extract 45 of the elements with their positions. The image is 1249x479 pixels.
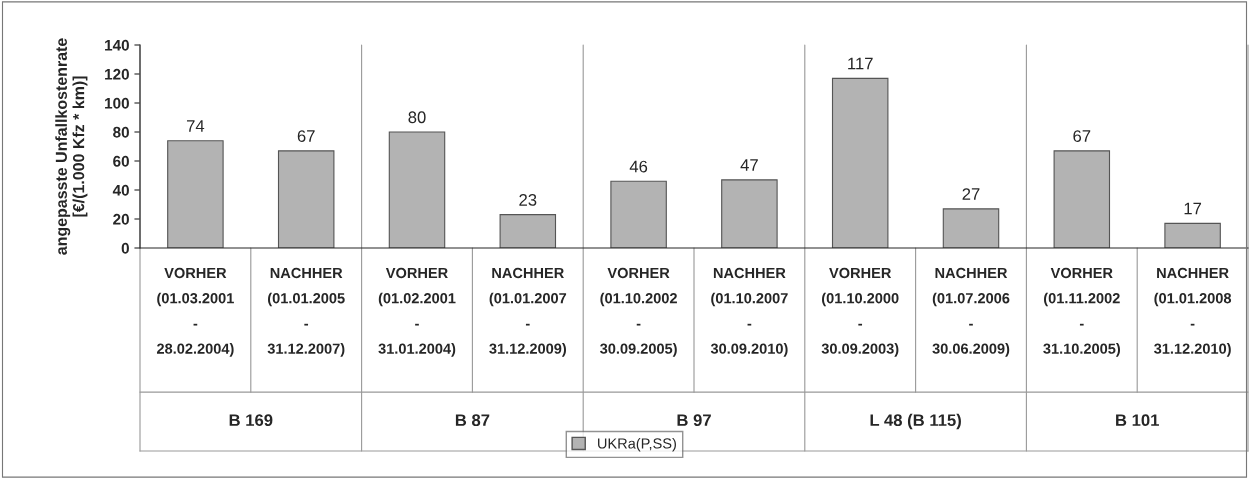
category-label: VORHER (01.10.2000 - 30.09.2003)	[821, 267, 899, 357]
bar	[499, 214, 557, 248]
data-label: 47	[740, 159, 758, 171]
category-label: NACHHER (01.07.2006 - 30.06.2009)	[932, 267, 1010, 357]
y-tick-label: 140	[105, 39, 129, 51]
bar	[388, 131, 446, 248]
text: L 48 (B 115)	[870, 413, 961, 430]
category-label: VORHER (01.10.2002 - 30.09.2005)	[600, 267, 677, 357]
y-tick-label: 60	[113, 155, 129, 167]
y-tick-label: 80	[113, 126, 129, 138]
category-label: NACHHER (01.10.2007 - 30.09.2010)	[710, 267, 788, 357]
bar	[1164, 222, 1221, 248]
data-label: 67	[1073, 130, 1091, 142]
data-label: 23	[519, 194, 537, 206]
category-label: NACHHER (01.01.2008 - 31.12.2010)	[1154, 267, 1232, 357]
bar	[167, 140, 224, 248]
data-label: 74	[186, 120, 205, 132]
y-axis-title: angepasste Unfallkostenrate [€/(1.000 Kfz * km)]	[55, 38, 88, 255]
bar	[721, 179, 778, 248]
category-label: VORHER (01.02.2001 - 31.01.2004)	[378, 267, 456, 357]
bar	[610, 180, 667, 248]
data-label: 117	[848, 57, 873, 70]
category-label: NACHHER (01.01.2007 - 31.12.2009)	[489, 267, 567, 357]
bar	[831, 77, 889, 248]
text: B 101	[1116, 414, 1159, 427]
category-label: VORHER (01.11.2002 - 31.10.2005)	[1043, 267, 1120, 357]
bar	[277, 150, 335, 248]
text: B 169	[229, 414, 273, 427]
legend-label: UKRa(P,SS)	[598, 437, 676, 452]
y-tick-label: 0	[121, 242, 129, 254]
bar	[942, 208, 1000, 248]
y-tick-label: 20	[113, 213, 129, 225]
text: B 97	[677, 414, 711, 427]
y-tick-label: 120	[105, 68, 129, 80]
y-tick-label: 40	[112, 184, 129, 196]
data-label: 46	[629, 160, 648, 173]
category-label: VORHER (01.03.2001 - 28.02.2004)	[156, 267, 234, 357]
data-label: 17	[1184, 202, 1202, 215]
data-label: 67	[297, 130, 315, 142]
y-tick-label: 100	[105, 97, 129, 109]
category-label: NACHHER (01.01.2005 - 31.12.2007)	[267, 267, 345, 357]
data-label: 80	[408, 111, 426, 124]
bar	[1053, 150, 1111, 248]
data-label: 27	[962, 188, 980, 200]
text: B 87	[455, 414, 490, 427]
